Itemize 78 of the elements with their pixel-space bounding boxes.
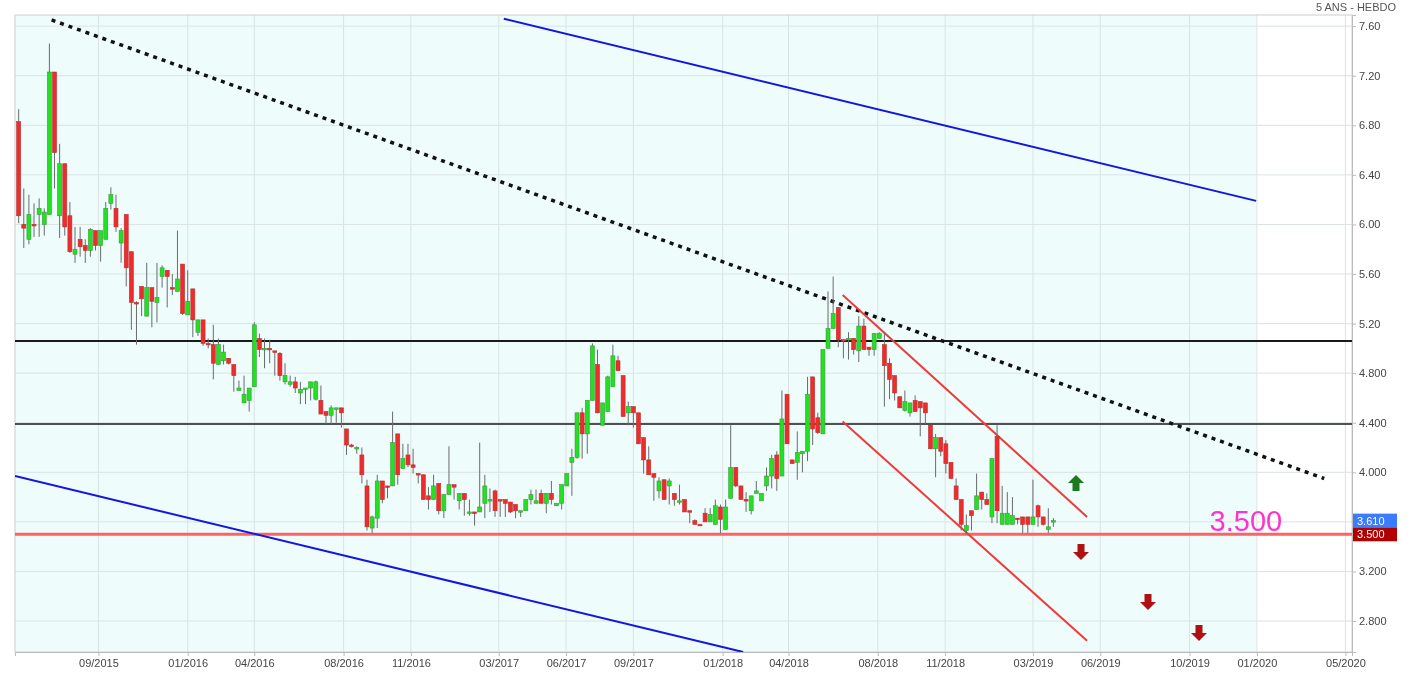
- candlestick: [579, 407, 585, 460]
- chart-subtitle: 5 ANS - HEBDO: [1315, 1, 1397, 13]
- x-tick-label: 01/2018: [703, 656, 744, 669]
- candlestick: [1046, 507, 1051, 534]
- candlestick: [359, 447, 365, 484]
- y-tick-label: 2.800: [1359, 615, 1387, 628]
- candlestick: [231, 363, 237, 393]
- candlestick: [477, 442, 482, 513]
- candlestick: [257, 333, 262, 358]
- candlestick: [164, 269, 170, 308]
- x-tick-label: 11/2016: [391, 656, 431, 669]
- x-tick-label: 11/2018: [926, 656, 966, 669]
- x-tick-label: 10/2019: [1170, 656, 1210, 669]
- candlestick: [723, 499, 728, 530]
- y-tick-label: 3.200: [1359, 565, 1387, 578]
- candlestick: [677, 484, 682, 506]
- candlestick: [139, 285, 144, 317]
- candlestick: [21, 188, 27, 249]
- x-tick-label: 01/2016: [168, 656, 209, 669]
- x-tick-label: 08/2018: [858, 656, 899, 669]
- y-tick-label: 6.40: [1359, 168, 1381, 181]
- annotation: 3.500: [1209, 505, 1283, 538]
- y-tick-label: 6.00: [1359, 218, 1381, 231]
- text: 3.610: [1357, 514, 1385, 527]
- candlestick: [748, 495, 754, 515]
- candlestick: [774, 450, 780, 492]
- x-tick-label: 03/2019: [1013, 656, 1054, 669]
- candlestick: [185, 269, 190, 316]
- candlestick: [661, 479, 667, 501]
- y-tick-label: 4.800: [1359, 367, 1387, 380]
- x-tick-label: 08/2016: [324, 656, 364, 669]
- candlestick: [93, 230, 98, 251]
- x-tick-label: 04/2018: [769, 656, 809, 669]
- candlestick: [88, 227, 93, 258]
- x-tick-label: 06/2017: [546, 656, 587, 669]
- x-tick-label: 03/2017: [479, 656, 520, 669]
- candlestick: [718, 504, 723, 534]
- candlestick: [339, 407, 344, 429]
- candlestick: [318, 385, 324, 415]
- candlestick: [933, 433, 938, 478]
- candlestick: [846, 331, 851, 361]
- candlestick: [175, 230, 180, 292]
- x-tick-label: 01/2020: [1237, 656, 1278, 669]
- candlestick: [861, 318, 867, 351]
- candlestick: [969, 510, 974, 532]
- candlestick: [1030, 479, 1036, 525]
- candlestick: [431, 474, 436, 501]
- candlestick: [974, 473, 979, 510]
- candlestick: [482, 474, 488, 519]
- candlestick: [964, 513, 969, 535]
- candlestick: [543, 492, 549, 514]
- candlestick: [31, 202, 37, 238]
- y-tick-label: 4.400: [1359, 416, 1387, 429]
- y-tick-label: 6.80: [1359, 119, 1381, 132]
- candlestick: [656, 476, 662, 499]
- candlestick: [462, 492, 467, 517]
- candlestick: [149, 287, 155, 328]
- candlestick: [400, 443, 406, 470]
- y-tick-label: 4.000: [1359, 466, 1387, 479]
- x-tick-label: 04/2016: [234, 656, 275, 669]
- y-tick-label: 7.60: [1359, 20, 1381, 33]
- x-tick-label: 05/2020: [1326, 656, 1366, 669]
- candlestick: [170, 273, 175, 296]
- candlestick: [625, 401, 631, 426]
- candlestick: [236, 380, 242, 392]
- y-tick-label: 5.60: [1359, 268, 1381, 281]
- x-tick-label: 06/2019: [1080, 656, 1121, 669]
- candlestick: [277, 351, 283, 382]
- y-tick-label: 7.20: [1359, 69, 1381, 82]
- ref-line-label: 3.500: [1357, 528, 1385, 541]
- x-tick-label: 09/2015: [79, 656, 119, 669]
- y-tick-label: 5.20: [1359, 317, 1381, 330]
- candlestick: [262, 337, 267, 369]
- candlestick: [451, 484, 457, 501]
- x-tick-label: 09/2017: [613, 656, 654, 669]
- candlestick: [928, 424, 933, 450]
- candlestick: [666, 478, 672, 506]
- candlestick: [549, 480, 554, 506]
